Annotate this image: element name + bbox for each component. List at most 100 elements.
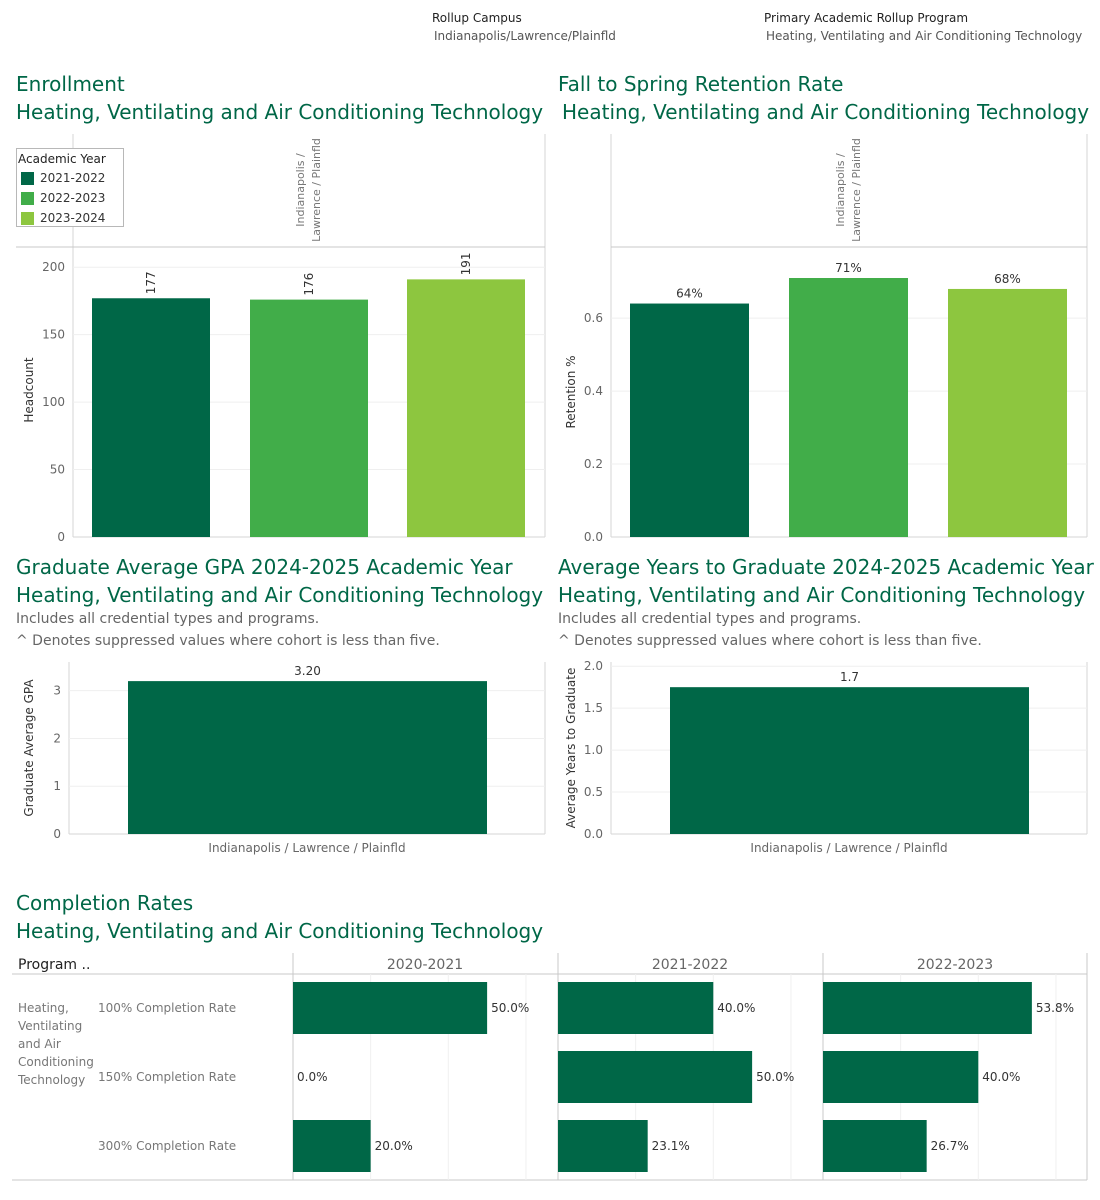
retention-subtitle: Heating, Ventilating and Air Conditionin…	[562, 100, 1090, 124]
legend-label: 2021-2022	[40, 171, 106, 185]
enrollment-title: Enrollment	[16, 72, 125, 96]
bar-2022-2023	[250, 299, 368, 537]
bar-value-label: 68%	[994, 272, 1021, 286]
row-label: 300% Completion Rate	[98, 1139, 236, 1153]
column-header: 2022-2023	[917, 957, 993, 973]
bar-value-label: 20.0%	[375, 1139, 413, 1153]
bar-value-label: 1.7	[840, 670, 859, 684]
bar-value-label: 3.20	[294, 664, 321, 678]
bar-2023-2024	[948, 288, 1067, 537]
years-title: Average Years to Graduate 2024-2025 Acad…	[558, 555, 1094, 579]
panel-header-label: Indianapolis /	[294, 153, 307, 227]
y-axis-title: Retention %	[564, 355, 578, 428]
bar-2022-2023-0	[823, 982, 1032, 1034]
y-tick-label: 0.5	[584, 785, 603, 799]
program-label: and Air	[18, 1037, 61, 1051]
bar-2021-2022-0	[558, 982, 714, 1034]
y-tick-label: 0.4	[584, 384, 603, 398]
y-tick-label: 0.0	[584, 827, 603, 841]
program-filter-value[interactable]: Heating, Ventilating and Air Conditionin…	[766, 29, 1083, 43]
retention-chart: 0.0 0.2 0.4 0.6 Retention % Indianapolis / Law…	[564, 134, 1088, 544]
gpa-note-suppressed: ^ Denotes suppressed values where cohort…	[16, 633, 440, 649]
legend-item-2022-2023[interactable]: 2022-2023	[21, 190, 105, 206]
panel-header-label: Indianapolis /	[834, 153, 847, 227]
y-tick-label: 0.0	[584, 530, 603, 544]
completion-rates-chart: Program .. Heating, Ventilating and Air Cond…	[12, 953, 1088, 1181]
gpa-chart: 0 1 2 3 Graduate Average GPA 3.20 Indianapolis…	[22, 662, 546, 855]
legend-label: 2022-2023	[40, 191, 106, 205]
column-header: 2021-2022	[652, 957, 728, 973]
x-category-label: Indianapolis / Lawrence / Plainfld	[208, 841, 405, 855]
x-category-label: Indianapolis / Lawrence / Plainfld	[750, 841, 947, 855]
bar-2021-2022	[92, 298, 210, 537]
bar-value-label: 53.8%	[1036, 1001, 1074, 1015]
bar-indianapolis-lawrence-plainfld	[670, 687, 1029, 834]
y-tick-label: 0	[53, 827, 61, 841]
bar-value-label: 40.0%	[717, 1001, 755, 1015]
legend-swatch	[21, 171, 34, 185]
legend-item-2023-2024[interactable]: 2023-2024	[21, 210, 105, 226]
gpa-subtitle: Heating, Ventilating and Air Conditionin…	[16, 583, 544, 607]
program-label: Heating,	[18, 1001, 69, 1015]
row-label: 100% Completion Rate	[98, 1001, 236, 1015]
years-to-graduate-chart: 0.0 0.5 1.0 1.5 2.0 Average Years to Graduate…	[564, 659, 1088, 855]
legend-swatch	[21, 191, 34, 205]
legend-item-2021-2022[interactable]: 2021-2022	[21, 170, 105, 186]
bar-2022-2023-1	[823, 1051, 979, 1103]
y-tick-label: 1	[53, 779, 61, 793]
bar-2021-2022	[630, 303, 749, 537]
program-filter-label: Primary Academic Rollup Program	[764, 11, 969, 25]
years-subtitle: Heating, Ventilating and Air Conditionin…	[558, 583, 1086, 607]
bar-2021-2022-1	[558, 1051, 753, 1103]
legend-title: Academic Year	[18, 152, 106, 166]
bar-value-label: 26.7%	[931, 1139, 969, 1153]
bar-value-label: 64%	[676, 287, 703, 301]
campus-filter-value[interactable]: Indianapolis/Lawrence/Plainfld	[434, 29, 616, 43]
row-label: 150% Completion Rate	[98, 1070, 236, 1084]
y-tick-label: 200	[42, 260, 65, 274]
bar-value-label: 191	[459, 252, 473, 275]
completion-subtitle: Heating, Ventilating and Air Conditionin…	[16, 919, 544, 943]
enrollment-subtitle: Heating, Ventilating and Air Conditionin…	[16, 100, 544, 124]
bar-2020-2021-2	[293, 1120, 371, 1172]
campus-filter-label: Rollup Campus	[432, 11, 522, 25]
bar-indianapolis-lawrence-plainfld	[128, 681, 487, 834]
bar-value-label: 50.0%	[756, 1070, 794, 1084]
program-label: Conditioning	[18, 1055, 94, 1069]
panel-header-label: Lawrence / Plainfld	[310, 138, 323, 242]
column-header: 2020-2021	[387, 957, 463, 973]
bar-2020-2021-0	[293, 982, 488, 1034]
y-tick-label: 2	[53, 731, 61, 745]
bar-2023-2024	[407, 279, 525, 537]
program-label: Technology	[17, 1073, 85, 1087]
bar-value-label: 40.0%	[982, 1070, 1020, 1084]
bar-2021-2022-2	[558, 1120, 648, 1172]
gpa-title: Graduate Average GPA 2024-2025 Academic …	[16, 555, 513, 579]
y-tick-label: 0	[57, 530, 65, 544]
bar-value-label: 0.0%	[297, 1070, 328, 1084]
gpa-note-credentials: Includes all credential types and progra…	[16, 611, 320, 627]
bar-value-label: 177	[144, 271, 158, 294]
program-label: Ventilating	[18, 1019, 82, 1033]
completion-title: Completion Rates	[16, 891, 194, 915]
enrollment-chart: 0 50 100 150 200 Headcount Indianapolis / Lawre…	[16, 134, 546, 544]
y-tick-label: 3	[53, 684, 61, 698]
legend-label: 2023-2024	[40, 211, 106, 225]
bar-value-label: 71%	[835, 261, 862, 275]
y-tick-label: 100	[42, 395, 65, 409]
y-tick-label: 1.0	[584, 743, 603, 757]
legend-swatch	[21, 211, 34, 225]
academic-year-legend[interactable]: Academic Year 2021-2022 2022-2023 2023-2…	[16, 148, 124, 227]
panel-header-label: Lawrence / Plainfld	[850, 138, 863, 242]
bar-value-label: 23.1%	[652, 1139, 690, 1153]
y-tick-label: 150	[42, 328, 65, 342]
row-header-label: Program ..	[18, 957, 90, 973]
y-axis-title: Graduate Average GPA	[22, 679, 36, 817]
bar-value-label: 176	[302, 273, 316, 296]
y-axis-title: Average Years to Graduate	[564, 668, 578, 829]
bar-2022-2023	[789, 278, 908, 537]
y-tick-label: 1.5	[584, 701, 603, 715]
years-note-credentials: Includes all credential types and progra…	[558, 611, 862, 627]
y-tick-label: 0.6	[584, 311, 603, 325]
